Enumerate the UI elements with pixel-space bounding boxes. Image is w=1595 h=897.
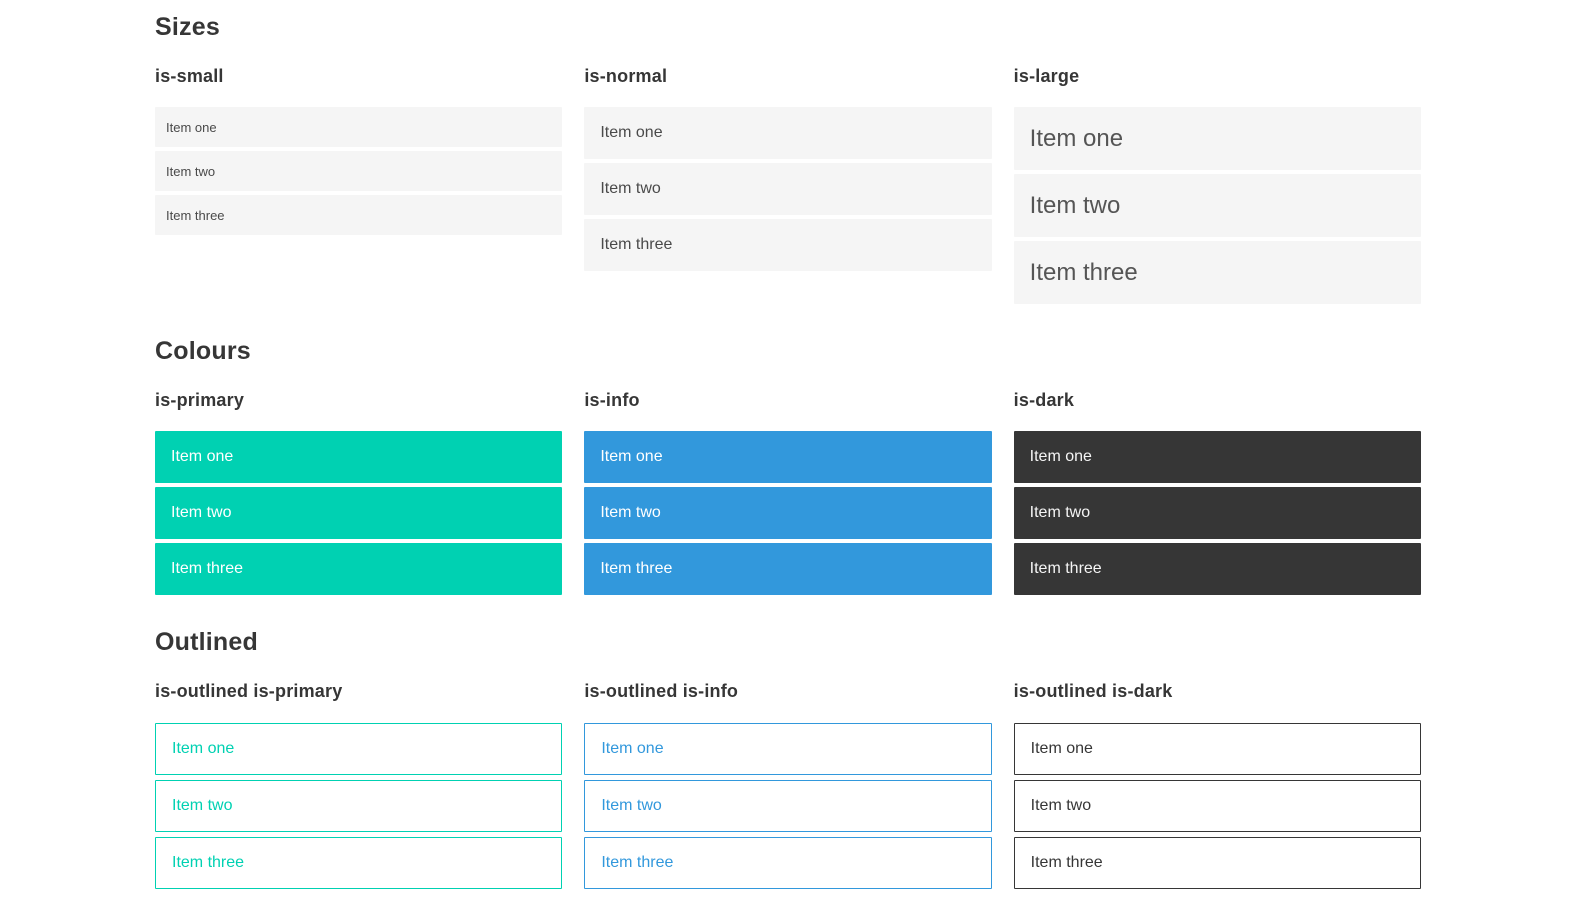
list-item[interactable]: Item two (1013, 174, 1421, 238)
list-item[interactable]: Item two (155, 487, 563, 540)
list-item[interactable]: Item two (155, 779, 563, 832)
list-dark: Item one Item two Item three (1013, 431, 1421, 596)
list-item[interactable]: Item three (1013, 836, 1421, 889)
group-label-is-normal: is-normal (584, 65, 668, 86)
list-outlined-info: Item one Item two Item three (584, 722, 992, 889)
section-title-sizes: Sizes (155, 13, 220, 41)
group-is-primary: is-primary Item one Item two Item three (155, 389, 563, 600)
group-is-normal: is-normal Item one Item two Item three (584, 65, 992, 276)
list-item[interactable]: Item three (584, 219, 992, 272)
group-label-is-small: is-small (155, 65, 224, 86)
list-outlined-primary: Item one Item two Item three (155, 722, 563, 889)
group-label-is-primary: is-primary (155, 389, 245, 410)
colours-columns: is-primary Item one Item two Item three … (155, 390, 1421, 600)
list-item[interactable]: Item three (155, 836, 563, 889)
list-item[interactable]: Item one (1013, 722, 1421, 775)
group-label-is-outlined-is-info: is-outlined is-info (584, 680, 739, 701)
list-item[interactable]: Item three (1013, 241, 1421, 305)
group-is-small: is-small Item one Item two Item three (155, 65, 563, 240)
list-item[interactable]: Item one (584, 722, 992, 775)
list-primary: Item one Item two Item three (155, 431, 563, 596)
list-item[interactable]: Item one (584, 107, 992, 160)
list-item[interactable]: Item two (584, 163, 992, 216)
list-item[interactable]: Item three (155, 543, 563, 596)
list-item[interactable]: Item three (584, 836, 992, 889)
list-item[interactable]: Item two (584, 779, 992, 832)
list-item[interactable]: Item two (1013, 779, 1421, 832)
section-title-outlined: Outlined (155, 628, 258, 657)
group-is-outlined-is-primary: is-outlined is-primary Item one Item two… (155, 680, 563, 894)
group-is-outlined-is-dark: is-outlined is-dark Item one Item two It… (1013, 680, 1421, 894)
list-info: Item one Item two Item three (584, 431, 992, 596)
group-label-is-info: is-info (584, 389, 640, 410)
list-item[interactable]: Item one (155, 107, 563, 148)
list-item[interactable]: Item one (584, 431, 992, 484)
section-outlined: Outlined is-outlined is-primary Item one… (155, 629, 1421, 893)
list-normal: Item one Item two Item three (584, 107, 992, 272)
list-item[interactable]: Item two (155, 151, 563, 192)
list-item[interactable]: Item one (1013, 431, 1421, 484)
list-item[interactable]: Item two (584, 487, 992, 540)
list-item[interactable]: Item one (155, 722, 563, 775)
group-is-dark: is-dark Item one Item two Item three (1013, 389, 1421, 600)
list-item[interactable]: Item three (1013, 543, 1421, 596)
list-item[interactable]: Item three (155, 195, 563, 236)
group-label-is-outlined-is-dark: is-outlined is-dark (1013, 680, 1173, 701)
list-item[interactable]: Item one (155, 431, 563, 484)
list-item[interactable]: Item three (584, 543, 992, 596)
section-colours: Colours is-primary Item one Item two Ite… (155, 338, 1421, 599)
list-outlined-dark: Item one Item two Item three (1013, 722, 1421, 889)
section-title-colours: Colours (155, 337, 251, 366)
group-label-is-large: is-large (1013, 65, 1080, 86)
list-small: Item one Item two Item three (155, 107, 563, 236)
group-is-outlined-is-info: is-outlined is-info Item one Item two It… (584, 680, 992, 894)
sizes-columns: is-small Item one Item two Item three is… (155, 66, 1421, 309)
group-is-large: is-large Item one Item two Item three (1013, 65, 1421, 309)
group-label-is-outlined-is-primary: is-outlined is-primary (155, 680, 343, 701)
list-large: Item one Item two Item three (1013, 107, 1421, 305)
page-container: Sizes is-small Item one Item two Item th… (155, 0, 1421, 894)
list-item[interactable]: Item one (1013, 107, 1421, 171)
list-item[interactable]: Item two (1013, 487, 1421, 540)
section-sizes: Sizes is-small Item one Item two Item th… (155, 13, 1421, 309)
group-is-info: is-info Item one Item two Item three (584, 389, 992, 600)
outlined-columns: is-outlined is-primary Item one Item two… (155, 681, 1421, 894)
group-label-is-dark: is-dark (1013, 389, 1075, 410)
